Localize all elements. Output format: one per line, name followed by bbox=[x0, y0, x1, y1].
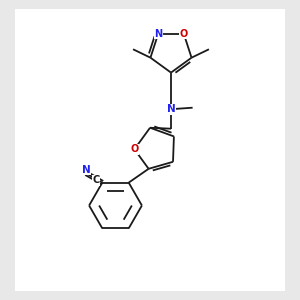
FancyBboxPatch shape bbox=[15, 9, 285, 291]
Text: N: N bbox=[167, 104, 176, 114]
Text: N: N bbox=[82, 165, 91, 175]
Text: O: O bbox=[130, 144, 139, 154]
Text: C: C bbox=[92, 176, 99, 185]
Text: O: O bbox=[180, 28, 188, 38]
Text: N: N bbox=[154, 28, 162, 38]
